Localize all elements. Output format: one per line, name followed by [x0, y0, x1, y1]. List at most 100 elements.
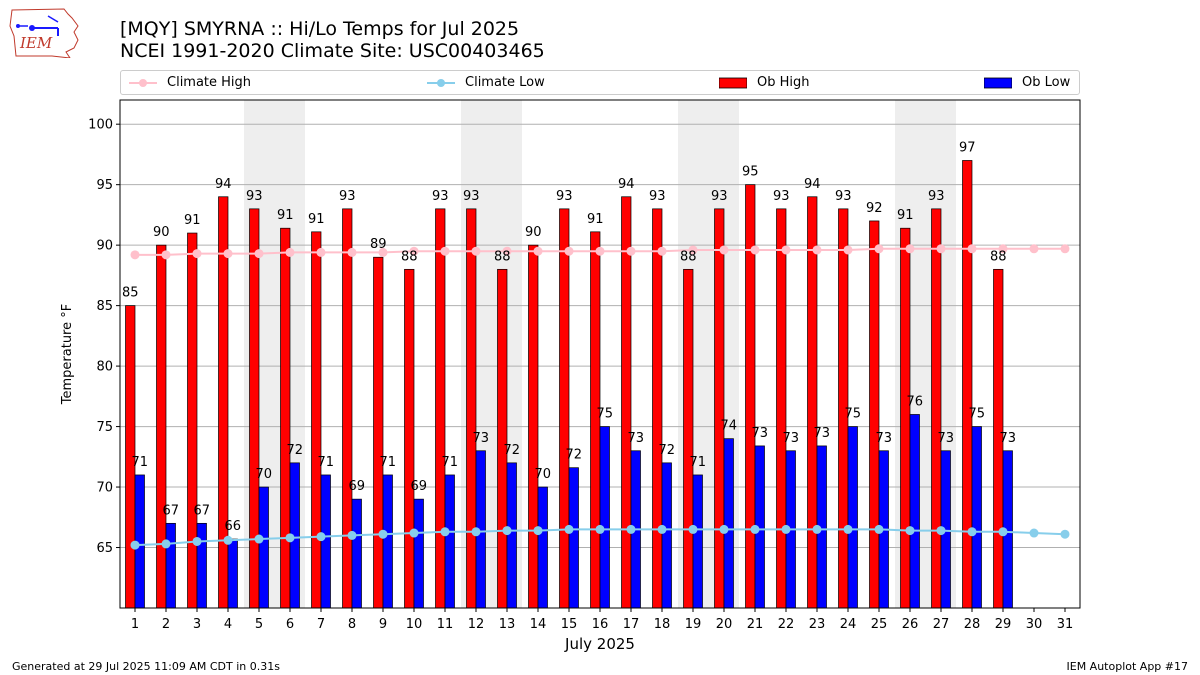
ob-low-label-1: 71 — [131, 455, 148, 470]
climate-high-point-3 — [192, 249, 202, 259]
legend-swatch-ob-low — [984, 77, 1012, 88]
climate-high-point-21 — [750, 245, 760, 255]
climate-low-point-18 — [657, 524, 667, 534]
ob-high-label-25: 92 — [866, 201, 883, 216]
climate-low-point-14 — [533, 526, 543, 536]
climate-high-point-10 — [409, 246, 419, 256]
ob-high-label-10: 88 — [401, 249, 418, 264]
ob-low-label-17: 73 — [627, 431, 644, 446]
chart-legend: Climate High Climate Low Ob High Ob Low — [120, 70, 1080, 95]
bars — [125, 160, 1013, 609]
climate-high-point-4 — [223, 249, 233, 259]
climate-low-point-21 — [750, 524, 760, 534]
climate-low-point-20 — [719, 524, 729, 534]
x-tick-label-29: 29 — [995, 617, 1012, 632]
climate-low-point-22 — [781, 524, 791, 534]
ob-high-bar-28 — [962, 160, 973, 609]
legend-swatch-ob-high — [719, 77, 747, 88]
climate-low-point-29 — [998, 527, 1008, 537]
ob-low-label-4: 66 — [224, 519, 241, 534]
ob-high-label-22: 93 — [773, 189, 790, 204]
ob-low-label-26: 76 — [906, 394, 923, 409]
climate-low-point-13 — [502, 526, 512, 536]
x-tick-label-24: 24 — [840, 617, 857, 632]
ob-high-bar-4 — [218, 196, 229, 609]
x-tick-label-5: 5 — [255, 617, 263, 632]
x-tick-label-2: 2 — [162, 617, 170, 632]
climate-low-point-10 — [409, 528, 419, 538]
ob-low-label-14: 70 — [534, 467, 551, 482]
x-tick-label-6: 6 — [286, 617, 294, 632]
x-tick-label-7: 7 — [317, 617, 325, 632]
ob-low-bar-2 — [165, 522, 176, 609]
ob-high-label-15: 93 — [556, 189, 573, 204]
ob-high-label-16: 91 — [587, 212, 604, 227]
climate-high-point-1 — [130, 250, 140, 260]
y-tick-label-75: 75 — [96, 420, 113, 435]
ob-high-bar-8 — [342, 208, 353, 609]
climate-low-point-1 — [130, 540, 140, 550]
climate-high-point-22 — [781, 245, 791, 255]
climate-high-point-26 — [905, 244, 915, 254]
climate-low-point-25 — [874, 524, 884, 534]
climate-high-point-18 — [657, 246, 667, 256]
generated-timestamp: Generated at 29 Jul 2025 11:09 AM CDT in… — [12, 660, 280, 673]
ob-low-label-19: 71 — [689, 455, 706, 470]
ob-low-label-8: 69 — [348, 479, 365, 494]
ob-high-label-8: 93 — [339, 189, 356, 204]
legend-item-climate-low: Climate Low — [427, 71, 545, 94]
climate-high-point-8 — [347, 247, 357, 257]
ob-low-bar-16 — [599, 426, 610, 609]
ob-low-bar-15 — [568, 467, 579, 609]
y-tick-label-80: 80 — [96, 360, 113, 375]
climate-low-point-8 — [347, 530, 357, 540]
legend-label-climate-high: Climate High — [167, 75, 252, 90]
climate-low-point-7 — [316, 532, 326, 542]
legend-item-ob-high: Ob High — [719, 71, 810, 94]
climate-low-point-31 — [1060, 529, 1070, 539]
climate-high-point-19 — [688, 245, 698, 255]
ob-low-label-27: 73 — [937, 431, 954, 446]
ob-high-label-13: 88 — [494, 249, 511, 264]
climate-high-point-30 — [1029, 244, 1039, 254]
ob-low-label-23: 73 — [813, 426, 830, 441]
legend-box-ob-low — [984, 77, 1012, 88]
ob-high-bar-13 — [497, 268, 508, 609]
ob-low-label-22: 73 — [782, 431, 799, 446]
ob-high-label-14: 90 — [525, 225, 542, 240]
ob-low-bar-19 — [692, 474, 703, 609]
ob-low-label-6: 72 — [286, 443, 303, 458]
ob-low-label-18: 72 — [658, 443, 675, 458]
ob-low-label-9: 71 — [379, 455, 396, 470]
climate-high-point-11 — [440, 246, 450, 256]
ob-high-label-21: 95 — [742, 165, 759, 180]
x-tick-label-30: 30 — [1026, 617, 1043, 632]
x-tick-label-11: 11 — [437, 617, 454, 632]
x-tick-label-16: 16 — [592, 617, 609, 632]
ob-low-bar-3 — [196, 522, 207, 609]
ob-low-bar-4 — [227, 538, 238, 609]
ob-low-bar-18 — [661, 462, 672, 609]
x-tick-label-14: 14 — [530, 617, 547, 632]
ob-high-label-24: 93 — [835, 189, 852, 204]
ob-high-label-3: 91 — [184, 213, 201, 228]
ob-low-bar-5 — [258, 486, 269, 609]
climate-low-point-28 — [967, 527, 977, 537]
climate-high-point-6 — [285, 247, 295, 257]
y-tick-label-90: 90 — [96, 239, 113, 254]
climate-high-point-27 — [936, 244, 946, 254]
ob-high-bar-22 — [776, 208, 787, 609]
ob-high-label-18: 93 — [649, 189, 666, 204]
ob-low-bar-20 — [723, 438, 734, 609]
bar-value-labels: 85 90 91 94 93 91 91 93 89 88 93 93 88 90 93 91 94 93 88 93… — [122, 140, 1016, 534]
climate-high-point-13 — [502, 246, 512, 256]
ob-low-label-15: 72 — [565, 448, 582, 463]
x-tick-label-12: 12 — [468, 617, 485, 632]
x-tick-label-13: 13 — [499, 617, 516, 632]
ob-high-bar-23 — [807, 196, 818, 609]
x-tick-label-20: 20 — [716, 617, 733, 632]
x-tick-label-31: 31 — [1057, 617, 1074, 632]
ob-high-bar-6 — [280, 227, 291, 609]
climate-high-point-2 — [161, 250, 171, 260]
